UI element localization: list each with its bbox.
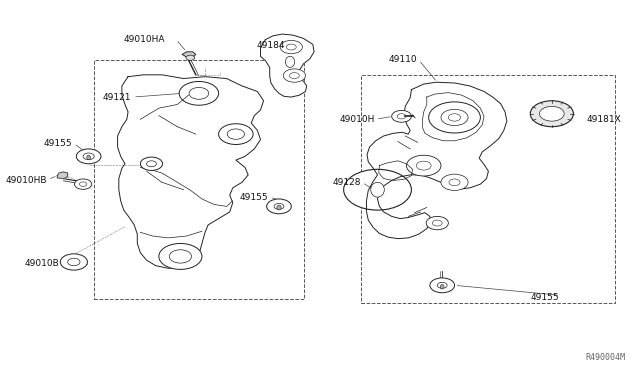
- Text: 49155: 49155: [44, 139, 72, 148]
- Circle shape: [430, 278, 454, 293]
- Text: 49010HA: 49010HA: [124, 35, 165, 44]
- Circle shape: [219, 124, 253, 144]
- Circle shape: [289, 73, 300, 78]
- Text: 49155: 49155: [531, 293, 559, 302]
- Polygon shape: [422, 93, 484, 141]
- Circle shape: [284, 69, 305, 82]
- Text: 49155: 49155: [240, 193, 269, 202]
- Circle shape: [76, 149, 101, 164]
- Circle shape: [74, 179, 92, 189]
- Circle shape: [344, 169, 412, 210]
- Circle shape: [417, 161, 431, 170]
- Circle shape: [426, 217, 449, 230]
- Circle shape: [60, 254, 88, 270]
- Bar: [94, 60, 303, 299]
- Circle shape: [170, 250, 191, 263]
- Polygon shape: [118, 75, 264, 268]
- Circle shape: [433, 220, 442, 226]
- Circle shape: [397, 114, 406, 119]
- Text: 49121: 49121: [102, 93, 131, 102]
- Ellipse shape: [371, 182, 384, 197]
- Circle shape: [147, 161, 156, 167]
- Circle shape: [189, 87, 209, 99]
- Text: R490004M: R490004M: [586, 353, 626, 362]
- Circle shape: [179, 81, 219, 105]
- Circle shape: [437, 282, 447, 288]
- Circle shape: [286, 44, 296, 50]
- Text: 49010H: 49010H: [339, 115, 374, 124]
- Circle shape: [159, 243, 202, 269]
- Polygon shape: [260, 34, 314, 97]
- Ellipse shape: [87, 155, 90, 160]
- Text: 49110: 49110: [389, 55, 417, 64]
- Circle shape: [280, 40, 302, 54]
- Circle shape: [274, 203, 284, 209]
- Bar: [361, 75, 614, 303]
- Text: 49128: 49128: [332, 178, 361, 187]
- Text: 49010HB: 49010HB: [5, 176, 47, 185]
- Circle shape: [68, 258, 80, 266]
- Circle shape: [540, 106, 564, 121]
- Text: 49010B: 49010B: [24, 259, 59, 268]
- Circle shape: [140, 157, 163, 170]
- Circle shape: [449, 114, 461, 121]
- Circle shape: [267, 199, 291, 214]
- Ellipse shape: [285, 56, 294, 67]
- Ellipse shape: [440, 285, 444, 289]
- Polygon shape: [367, 82, 507, 238]
- Text: 49181X: 49181X: [586, 115, 621, 124]
- Polygon shape: [57, 172, 68, 179]
- Circle shape: [449, 179, 460, 186]
- Circle shape: [429, 102, 481, 133]
- Circle shape: [79, 182, 87, 186]
- Circle shape: [83, 153, 94, 160]
- Circle shape: [186, 55, 195, 60]
- Circle shape: [392, 110, 412, 122]
- Circle shape: [441, 174, 468, 190]
- Circle shape: [441, 109, 468, 126]
- Circle shape: [406, 155, 441, 176]
- Ellipse shape: [277, 205, 281, 210]
- Polygon shape: [182, 52, 196, 57]
- Circle shape: [531, 101, 573, 127]
- Text: 49184: 49184: [257, 41, 285, 50]
- Circle shape: [227, 129, 244, 139]
